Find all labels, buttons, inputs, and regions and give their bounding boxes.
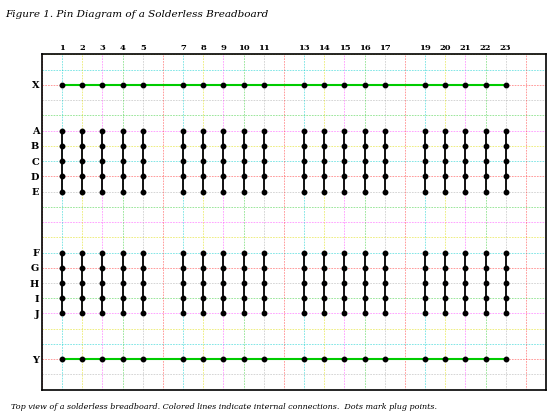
Text: Top view of a solderless breadboard. Colored lines indicate internal connections: Top view of a solderless breadboard. Col… <box>11 403 437 411</box>
Text: Figure 1. Pin Diagram of a Solderless Breadboard: Figure 1. Pin Diagram of a Solderless Br… <box>6 10 269 19</box>
